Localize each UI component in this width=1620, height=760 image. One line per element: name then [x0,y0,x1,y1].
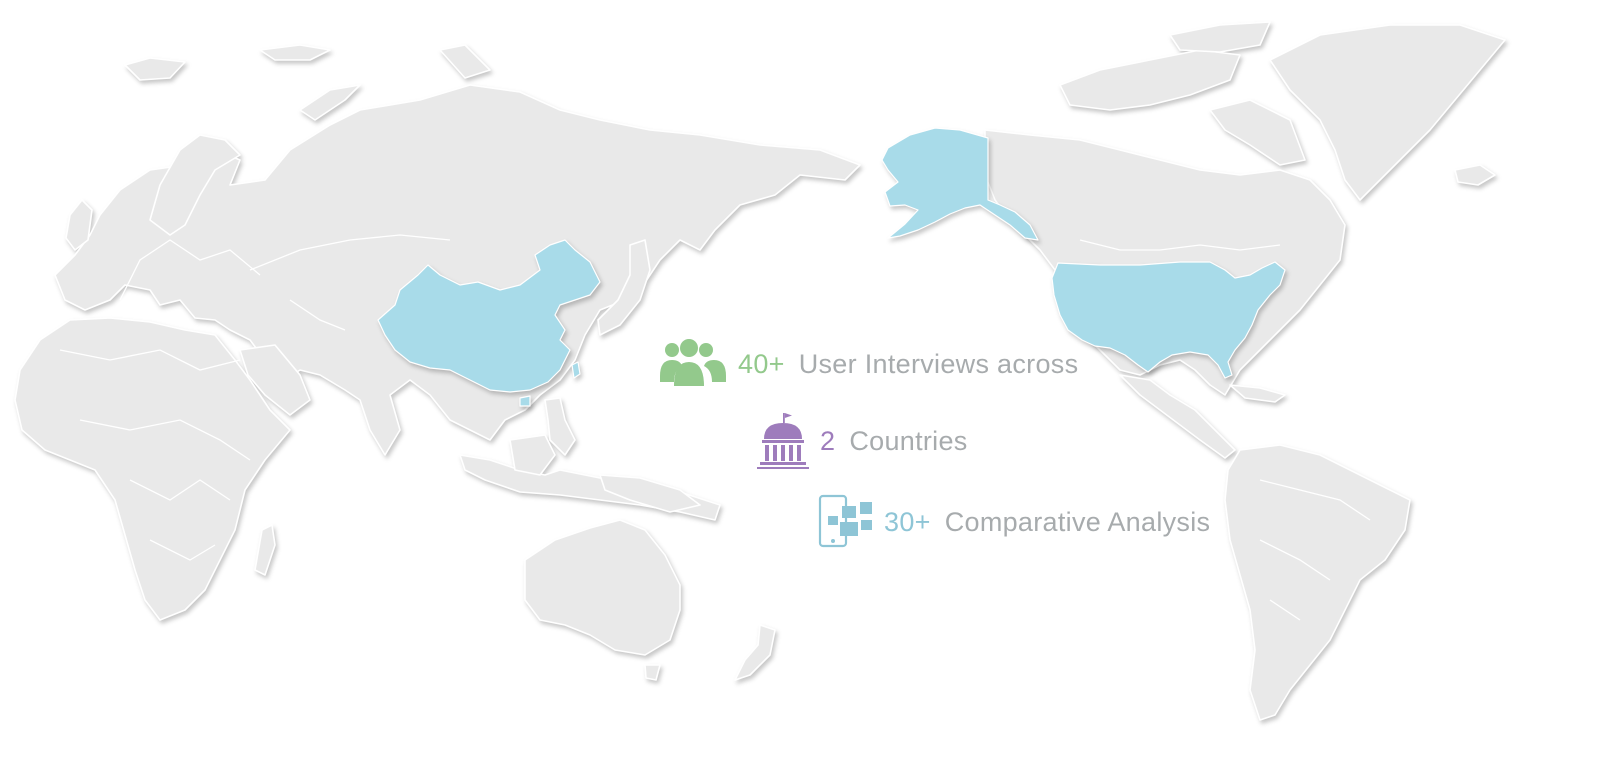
devices-compare-icon [818,494,874,550]
stat-label: Countries [849,426,967,457]
stat-value: 40+ [738,349,785,380]
ellesmere-landmass [1170,22,1270,52]
government-building-icon [756,413,810,469]
iceland-landmass [1455,165,1495,185]
stat-label: User Interviews across [799,349,1079,380]
stat-value: 2 [820,426,835,457]
arctic-islands-landmass [1060,50,1240,110]
franz-josef-landmass [260,45,330,60]
hainan-region [520,396,530,406]
stat-user-interviews: 40+ User Interviews across [658,336,1078,392]
borneo-landmass [510,435,555,475]
users-group-icon [658,336,728,392]
madagascar-landmass [255,525,275,575]
tasmania-landmass [645,665,660,680]
svalbard-landmass [125,58,185,80]
south-america-landmass [1225,445,1410,720]
stat-label: Comparative Analysis [945,507,1211,538]
caribbean-landmass [1230,385,1285,402]
severnaya-zemlya-landmass [440,45,490,78]
taiwan-region [572,362,580,378]
new-guinea-landmass [600,475,700,512]
australia-landmass [525,520,680,655]
baffin-island-landmass [1210,100,1305,165]
stat-countries: 2 Countries [756,413,968,469]
stat-value: 30+ [884,507,931,538]
stat-comparative-analysis: 30+ Comparative Analysis [818,494,1210,550]
new-zealand-landmass [735,625,775,680]
